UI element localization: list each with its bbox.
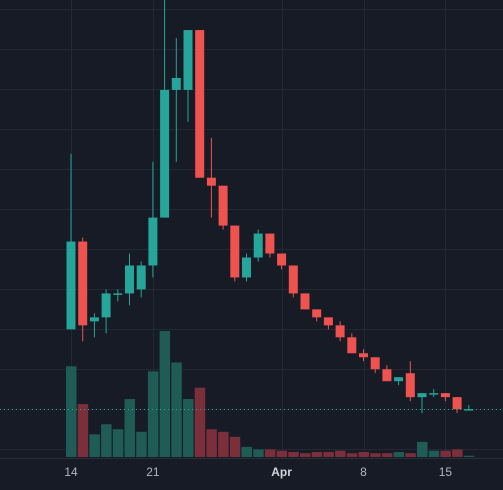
candle-body [253,233,263,258]
volume-bar [253,449,264,457]
candle-body [394,377,404,382]
volume-bar [440,450,451,457]
x-tick-label: 15 [439,465,453,479]
volume-bar [194,387,206,457]
candle-body [66,241,76,330]
candle-body [429,393,439,395]
volume-bar [417,441,428,457]
volume-bar [89,434,100,457]
volume-bar [77,404,89,457]
volume-bar [101,424,112,457]
volume-bar [147,371,159,457]
candle-body [417,393,427,398]
volume-bar [206,429,217,457]
candle-body [452,397,462,410]
volume-bar [370,453,381,457]
candle-body [183,30,193,90]
x-tick-label: 14 [64,465,78,479]
candle-body [89,317,99,322]
candle-body [370,357,380,370]
volume-bar [452,449,463,457]
candles [66,0,474,414]
candle-body [195,30,205,178]
time-axis-ticks: 14 21 Apr 8 15 [64,465,452,479]
candle-body [206,177,216,186]
candle-body [335,325,345,338]
volume-bar [311,451,323,457]
candle-body [312,309,322,318]
candle-body [382,369,392,382]
volume-bar [218,431,229,457]
volume-bar [381,453,393,457]
candle-body [113,293,123,295]
volume-bar [136,431,147,457]
volume-bar [183,399,194,457]
candle-body [125,265,134,294]
volume-bar [66,366,77,457]
candle-body [242,257,251,278]
candle-body [218,185,228,226]
candle-body [171,77,181,90]
volume-bar [264,449,276,457]
x-tick-label: 8 [360,465,367,479]
candle-body [347,337,357,354]
volume-bar [288,451,299,457]
volume-bar [241,446,252,457]
volume-bar [229,436,241,457]
candle-body [160,89,170,218]
candle-body [78,241,88,326]
candle-body [323,317,333,326]
candle-body [277,253,287,266]
volume-bar [393,451,405,457]
candle-body [101,293,111,318]
candle-body [288,265,298,294]
candle-body [300,293,310,310]
volume-bar [112,429,124,457]
candle-body [359,353,368,358]
candle-body [230,225,240,278]
volume-bar [463,455,475,457]
volume-bar [124,399,135,457]
volume-bar [300,453,311,457]
volume-bar [323,451,334,457]
volume-bar [346,453,358,457]
candle-body [136,265,146,290]
x-tick-label: 21 [146,465,160,479]
volume-bar [405,453,416,457]
x-tick-label: Apr [271,465,292,479]
volume-bar [358,451,369,457]
candle-body [405,373,415,398]
candle-body [265,233,275,254]
candle-body [148,217,158,266]
volume-bar [335,450,346,457]
volume-bar [276,450,288,457]
volume-bar [159,331,171,457]
candle-body [440,393,450,398]
volume-bar [428,450,440,457]
